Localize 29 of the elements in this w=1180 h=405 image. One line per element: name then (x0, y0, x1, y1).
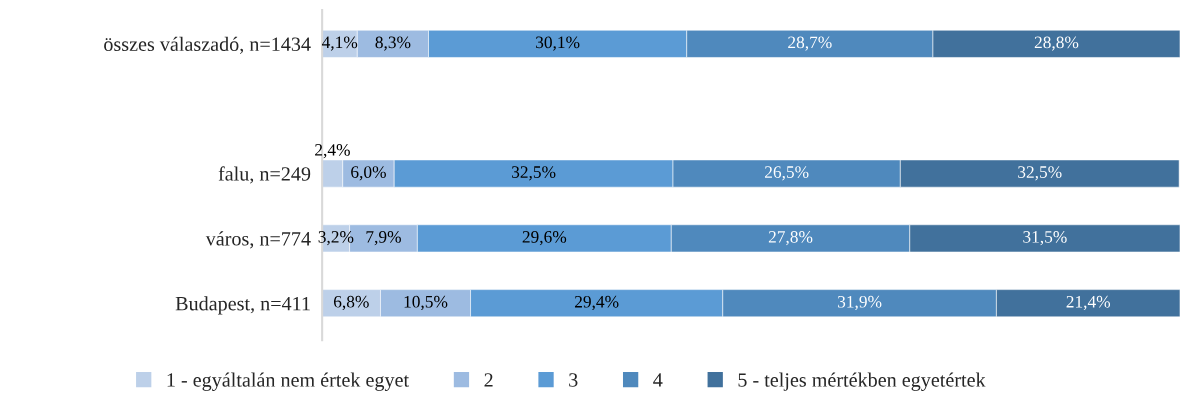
data-label: 31,9% (838, 295, 882, 311)
legend-label: 5 - teljes mértékben egyetértek (738, 372, 986, 391)
data-label: 32,5% (512, 166, 556, 181)
data-label: 3,2% (318, 231, 354, 246)
y-tick-label: összes válaszadó, n=1434 (104, 36, 311, 54)
data-label: 28,7% (788, 36, 832, 51)
data-label: 4,1% (321, 36, 358, 51)
data-label: 21,4% (1066, 295, 1111, 311)
data-label: 27,8% (768, 231, 813, 246)
data-label: 30,1% (536, 36, 580, 51)
legend-label: 4 (653, 373, 663, 387)
data-label: 10,5% (404, 295, 448, 311)
y-tick-label: falu, n=249 (218, 166, 311, 184)
data-label: 2,4% (315, 144, 350, 159)
legend-label: 2 (484, 373, 493, 387)
legend-label: 1 - egyáltalán nem értek egyet (167, 372, 409, 391)
data-label: 29,4% (575, 295, 619, 311)
data-label: 8,3% (375, 36, 411, 51)
y-tick-label: város, n=774 (205, 231, 311, 249)
data-label: 31,5% (1023, 231, 1067, 246)
data-label: 7,9% (366, 231, 401, 246)
data-label: 28,8% (1034, 36, 1079, 51)
y-tick-label: Budapest, n=411 (175, 296, 310, 315)
legend-label: 3 (569, 373, 578, 387)
data-label: 29,6% (522, 231, 567, 246)
data-label: 32,5% (1018, 166, 1062, 181)
data-label: 6,8% (333, 295, 369, 311)
data-label: 6,0% (351, 166, 386, 181)
data-label: 26,5% (765, 166, 809, 181)
